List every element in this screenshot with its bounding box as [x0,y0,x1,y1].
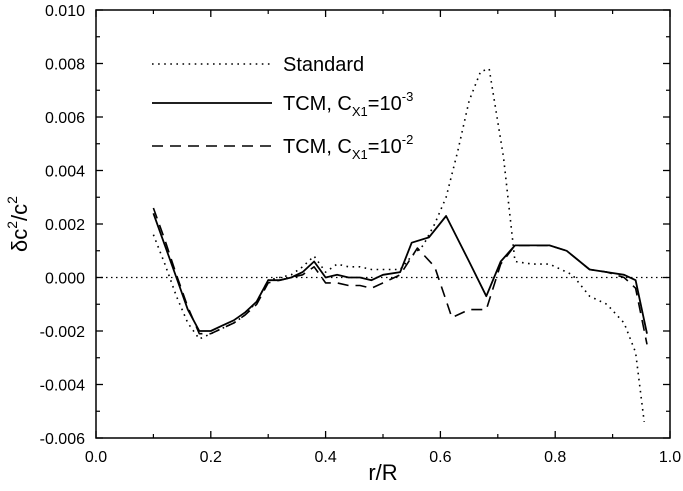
y-axis-title-sup2: 2 [4,196,20,204]
y-tick-label: 0.008 [45,57,85,74]
series-line-0 [152,68,645,422]
series-line-1 [152,212,648,334]
legend-label-standard: Standard [283,54,364,76]
x-tick-label: 0.6 [429,449,451,466]
x-tick-label: 0.4 [314,449,336,466]
y-tick-label: 0.000 [45,271,85,288]
x-tick-label: 0.2 [200,449,222,466]
legend-1-mid: =10 [368,93,402,115]
y-tick-label: 0.010 [45,3,85,20]
legend: Standard TCM, CX1=10-3 TCM, CX1=10-2 [152,54,413,162]
x-axis-title: r/R [368,460,397,485]
y-tick-label: -0.002 [40,324,85,341]
x-tick-label: 1.0 [659,449,681,466]
legend-label-tcm-1e-2: TCM, CX1=10-2 [283,132,413,162]
legend-label-tcm-1e-3: TCM, CX1=10-3 [283,89,413,119]
y-axis-title-base: δc [7,229,32,252]
ticks-layer: 0.0 0.2 0.4 0.6 0.8 1.0 -0.006 -0.004 -0.002 0.00… [40,3,682,466]
series-layer [152,68,648,422]
legend-2-pre: TCM, C [283,136,352,158]
x-tick-label: 0.0 [85,449,107,466]
y-tick-label: 0.004 [45,164,85,181]
y-tick-label: 0.006 [45,110,85,127]
y-axis-title-mid: /c [7,204,32,221]
y-tick-label: -0.004 [40,378,85,395]
legend-2-sup: -2 [402,132,414,147]
legend-1-sub: X1 [352,104,368,119]
y-tick-label: 0.002 [45,217,85,234]
y-axis-title-sup1: 2 [4,221,20,229]
plot-area-frame [95,9,671,439]
legend-1-pre: TCM, C [283,93,352,115]
x-tick-label: 0.8 [544,449,566,466]
y-tick-label: -0.006 [40,431,85,448]
y-axis-title: δc2/c2 [4,196,32,252]
series-line-2 [152,207,648,345]
legend-2-mid: =10 [368,136,402,158]
legend-2-sub: X1 [352,147,368,162]
legend-1-sup: -3 [402,89,414,104]
